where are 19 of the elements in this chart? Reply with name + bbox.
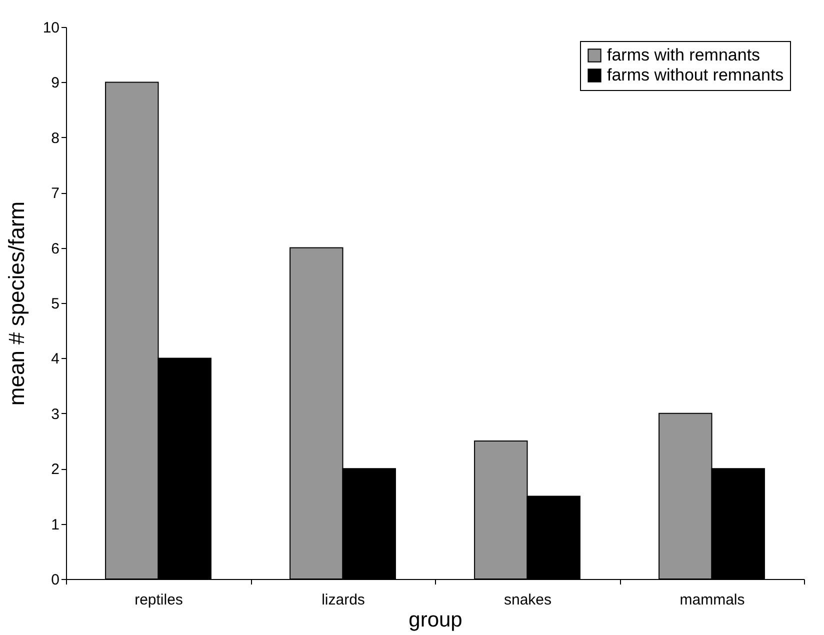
- y-tick-label: 0: [51, 572, 60, 588]
- y-axis-title: mean # species/farm: [4, 201, 29, 406]
- y-tick-label: 9: [51, 74, 60, 92]
- y-tick-label: 7: [51, 185, 60, 202]
- y-tick-label: 10: [42, 20, 60, 36]
- y-tick-label: 8: [51, 130, 60, 147]
- y-tick-label: 1: [51, 516, 60, 534]
- x-axis-title: group: [408, 608, 462, 632]
- legend-label: farms without remnants: [607, 66, 784, 84]
- y-tick-label: 2: [51, 461, 60, 478]
- y-tick-label: 5: [51, 296, 60, 312]
- x-tick-label: reptiles: [134, 592, 183, 608]
- y-tick-label: 6: [51, 240, 60, 258]
- x-tick-label: mammals: [680, 592, 745, 608]
- x-tick-label: lizards: [322, 592, 365, 608]
- y-tick-label: 3: [51, 406, 60, 423]
- x-tick-label: snakes: [504, 592, 552, 608]
- y-tick-label: 4: [51, 350, 60, 368]
- legend-label: farms with remnants: [607, 46, 760, 64]
